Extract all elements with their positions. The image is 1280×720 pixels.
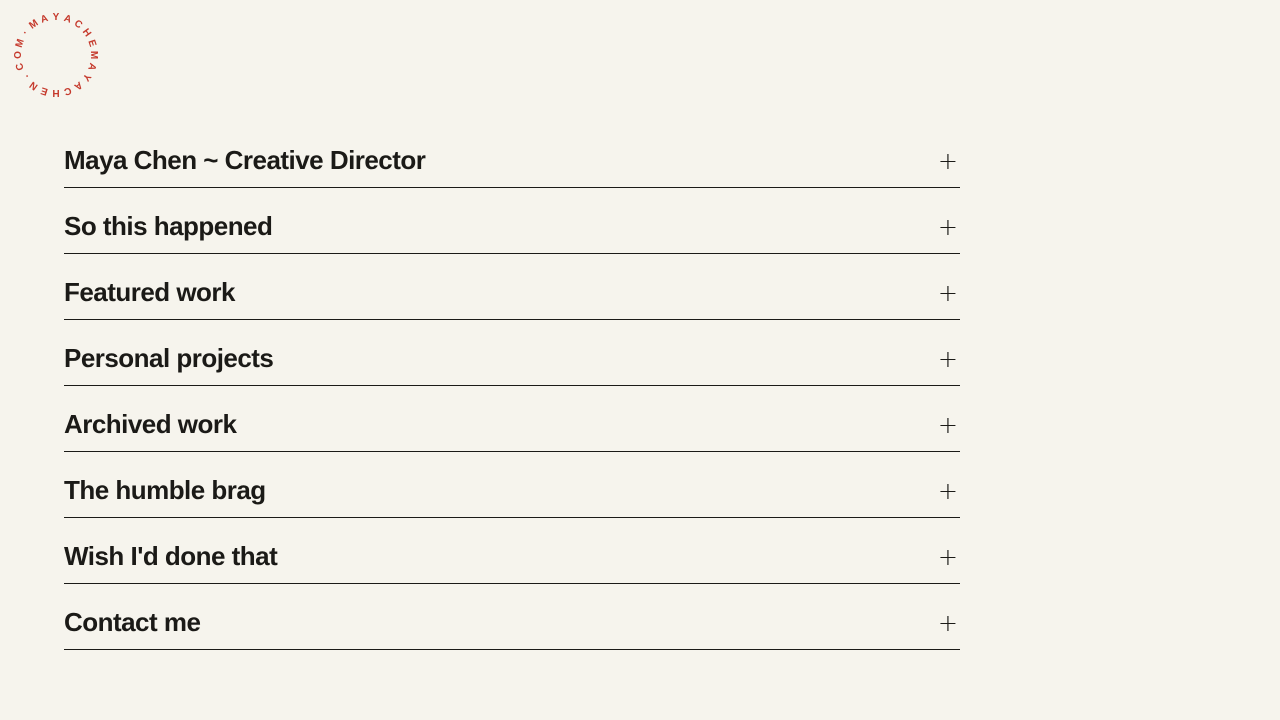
logo-letter: O — [13, 51, 24, 59]
logo-letter: N — [27, 78, 41, 92]
accordion-row-featured-work[interactable]: Featured work + — [64, 254, 960, 320]
logo-letter: · — [20, 28, 32, 38]
accordion-row-personal-projects[interactable]: Personal projects + — [64, 320, 960, 386]
plus-icon: + — [937, 344, 958, 373]
accordion-label: Maya Chen ~ Creative Director — [64, 145, 426, 175]
plus-icon: + — [937, 212, 958, 241]
accordion-label: Contact me — [64, 607, 201, 637]
logo-letter: H — [52, 87, 60, 98]
accordion-label: Archived work — [64, 409, 237, 439]
logo-letter: H — [79, 26, 93, 40]
logo-letter: C — [62, 84, 73, 98]
logo-letter: A — [85, 61, 99, 72]
circular-logo[interactable]: · M A Y A C H E M A Y A C H E N. C O M — [13, 12, 99, 99]
accordion-label: Wish I'd done that — [64, 541, 278, 571]
accordion-row-archived-work[interactable]: Archived work + — [64, 386, 960, 452]
logo-letter: Y — [79, 71, 93, 83]
accordion-label: Featured work — [64, 277, 235, 307]
logo-letter: M — [13, 37, 27, 50]
logo-letter: A — [62, 12, 73, 26]
logo-letter: A — [39, 12, 50, 26]
plus-icon: + — [937, 608, 958, 637]
accordion-row-contact-me[interactable]: Contact me + — [64, 584, 960, 650]
logo-letter: M — [27, 17, 41, 32]
plus-icon: + — [937, 542, 958, 571]
accordion-label: Personal projects — [64, 343, 274, 373]
plus-icon: + — [937, 278, 958, 307]
logo-letter: E — [85, 38, 98, 49]
accordion-label: So this happened — [64, 211, 273, 241]
logo-letter: C — [13, 61, 27, 72]
accordion-row-intro[interactable]: Maya Chen ~ Creative Director + — [64, 122, 960, 188]
logo-letter: E — [39, 84, 50, 97]
logo-letter: M — [88, 50, 99, 60]
logo-letter: C — [71, 18, 85, 32]
plus-icon: + — [937, 146, 958, 175]
logo-letter: . — [20, 72, 31, 82]
plus-icon: + — [937, 410, 958, 439]
accordion-row-the-humble-brag[interactable]: The humble brag + — [64, 452, 960, 518]
accordion-menu: Maya Chen ~ Creative Director + So this … — [64, 122, 960, 650]
accordion-row-so-this-happened[interactable]: So this happened + — [64, 188, 960, 254]
plus-icon: + — [937, 476, 958, 505]
accordion-row-wish-id-done-that[interactable]: Wish I'd done that + — [64, 518, 960, 584]
accordion-label: The humble brag — [64, 475, 266, 505]
logo-letter: A — [71, 78, 85, 92]
logo-letter: Y — [52, 12, 60, 23]
